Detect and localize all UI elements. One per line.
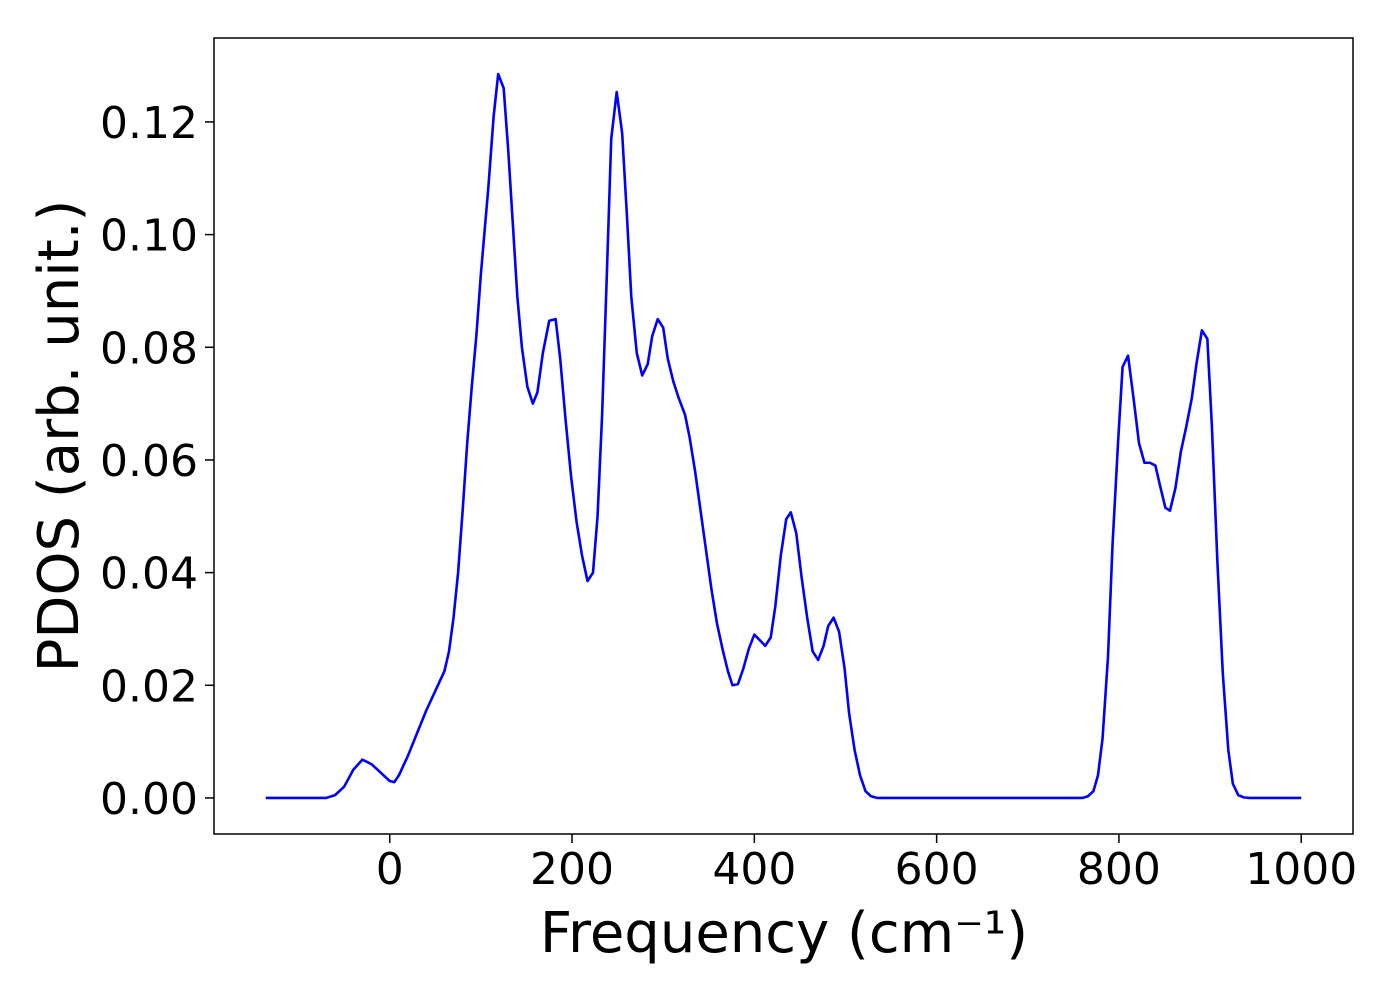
x-tick-label: 600 xyxy=(895,844,979,895)
y-tick-label: 0.00 xyxy=(100,774,198,825)
y-axis-label: PDOS (arb. unit.) xyxy=(27,200,92,673)
y-tick-label: 0.04 xyxy=(100,549,198,600)
x-tick-label: 1000 xyxy=(1245,844,1357,895)
x-tick-label: 0 xyxy=(376,844,404,895)
x-tick-label: 800 xyxy=(1077,844,1161,895)
x-tick-label: 400 xyxy=(712,844,796,895)
y-tick-label: 0.02 xyxy=(100,661,198,712)
x-tick-label: 200 xyxy=(530,844,614,895)
plot-frame xyxy=(213,37,1354,835)
y-tick-label: 0.08 xyxy=(100,323,198,374)
x-axis-label: Frequency (cm⁻¹) xyxy=(540,901,1028,966)
pdos-line xyxy=(265,72,1302,800)
y-tick-label: 0.12 xyxy=(100,98,198,149)
y-tick-label: 0.06 xyxy=(100,436,198,487)
y-tick-label: 0.10 xyxy=(100,211,198,262)
